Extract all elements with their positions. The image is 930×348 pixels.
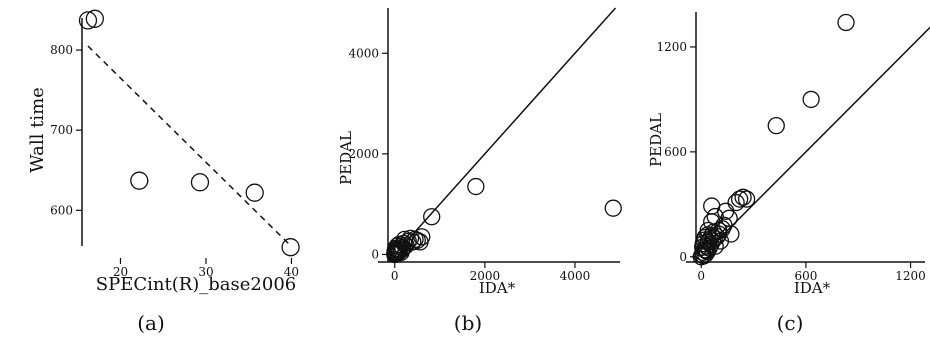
y-tick-label: 0 [371, 247, 379, 261]
panel-b: 0 2000 4000 0 2000 4000 PEDAL IDA* (b) [337, 7, 622, 335]
panel-c-points [692, 13, 855, 266]
panel-c: 0 600 1200 0 600 1200 PEDAL IDA* (c) [647, 12, 930, 335]
panel-b-points [386, 177, 622, 264]
y-tick-label: 700 [50, 123, 73, 137]
scatter-point [734, 188, 752, 206]
scatter-point [423, 208, 441, 226]
x-tick-label: 40 [284, 265, 299, 279]
panel-c-label: (c) [777, 311, 804, 335]
panel-a-points [78, 9, 300, 257]
scatter-point [408, 231, 426, 250]
scatter-point [802, 90, 820, 109]
scatter-point [281, 238, 300, 257]
scatter-point [85, 9, 104, 28]
y-tick-label: 600 [664, 145, 687, 159]
panel-c-y-ticks: 0 600 1200 [656, 40, 696, 264]
panel-b-x-axis-label: IDA* [479, 279, 516, 297]
panel-c-x-ticks: 0 600 1200 [697, 262, 926, 283]
panel-b-x-ticks: 0 2000 4000 [391, 262, 590, 283]
panel-a-x-axis-label: SPECint(R)_base2006 [96, 274, 297, 295]
scatter-point [467, 177, 485, 196]
x-tick-label: 20 [113, 265, 128, 279]
y-tick-label: 1200 [656, 40, 687, 54]
scatter-point [130, 171, 149, 190]
scatter-point [413, 228, 431, 246]
scatter-point [245, 183, 264, 202]
panel-c-y-axis-label: PEDAL [647, 113, 665, 167]
panel-a-x-ticks: 20 30 40 [113, 258, 299, 279]
scatter-point [730, 190, 749, 208]
panel-c-x-axis-label: IDA* [794, 279, 831, 297]
panel-a-fit-line [87, 45, 292, 247]
x-tick-label: 30 [198, 265, 213, 279]
x-tick-label: 1200 [895, 269, 926, 283]
scatter-point [190, 173, 210, 192]
y-tick-label: 800 [50, 43, 73, 57]
scatter-point [706, 207, 724, 226]
scatter-point [710, 221, 728, 240]
scatter-point [727, 193, 745, 212]
panel-b-reference-line [394, 7, 617, 255]
y-tick-label: 0 [679, 250, 687, 264]
x-tick-label: 0 [391, 269, 399, 283]
scatter-point [722, 225, 740, 243]
x-tick-label: 0 [697, 269, 705, 283]
panel-b-label: (b) [454, 311, 482, 335]
scatter-point [767, 116, 785, 135]
y-tick-label: 4000 [348, 46, 379, 60]
x-tick-label: 600 [794, 269, 817, 283]
panel-c-reference-line [700, 26, 930, 258]
scatter-point [703, 197, 721, 215]
panel-a: 600 700 800 20 30 40 Wall time SPECint(R)_ba… [27, 9, 300, 335]
panel-a-y-axis-label: Wall time [27, 87, 48, 173]
scatter-point [837, 13, 855, 32]
x-tick-label: 2000 [470, 269, 501, 283]
panel-b-y-axis-label: PEDAL [337, 131, 355, 185]
scatter-point [399, 232, 417, 251]
panel-a-y-ticks: 600 700 800 [50, 43, 82, 217]
scatter-point [699, 221, 717, 240]
panel-a-label: (a) [137, 311, 165, 335]
scatter-point [604, 199, 622, 217]
scatter-point [737, 190, 756, 208]
scatter-point [78, 11, 98, 30]
y-tick-label: 2000 [348, 147, 379, 161]
x-tick-label: 4000 [560, 269, 591, 283]
y-tick-label: 600 [50, 203, 73, 217]
